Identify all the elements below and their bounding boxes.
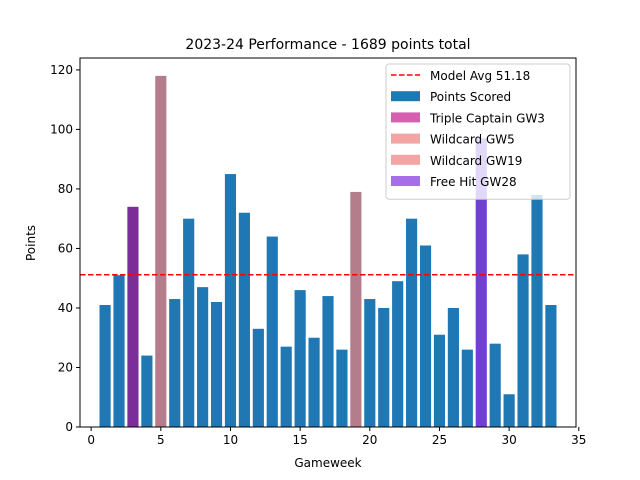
bar-gw24 bbox=[419, 245, 432, 427]
legend-label-5: Free Hit GW28 bbox=[430, 175, 517, 189]
bar-gw17 bbox=[322, 296, 334, 427]
highlight-bar-gw5 bbox=[155, 75, 167, 428]
bar-gw26 bbox=[447, 307, 459, 427]
legend-label-4: Wildcard GW19 bbox=[430, 154, 522, 168]
bar-gw27 bbox=[461, 349, 473, 427]
legend-label-2: Triple Captain GW3 bbox=[429, 111, 545, 125]
bar-gw13 bbox=[266, 236, 278, 427]
x-tick-label-20: 20 bbox=[362, 433, 377, 447]
bar-gw10 bbox=[224, 174, 237, 427]
bar-gw18 bbox=[336, 349, 348, 427]
y-tick-label-100: 100 bbox=[50, 122, 73, 136]
legend-box bbox=[385, 63, 571, 200]
bar-gw29 bbox=[489, 343, 501, 427]
axes-frame bbox=[79, 57, 577, 428]
y-tick-label-0: 0 bbox=[65, 420, 73, 434]
bar-gw7 bbox=[183, 218, 195, 427]
x-tick-label-15: 15 bbox=[292, 433, 307, 447]
legend-label-1: Points Scored bbox=[430, 90, 511, 104]
bar-gw16 bbox=[308, 337, 320, 427]
plot-area: 0 5 10 15 20 25 30 35 0 20 40 60 80 100 120 Model Avg 5… bbox=[50, 57, 586, 447]
x-tick-label-5: 5 bbox=[157, 433, 165, 447]
x-axis-label: Gameweek bbox=[294, 456, 361, 470]
y-axis-label: Points bbox=[24, 225, 38, 261]
y-tick-label-20: 20 bbox=[58, 360, 73, 374]
legend-swatch-2 bbox=[391, 112, 420, 123]
legend-swatch-1 bbox=[391, 91, 420, 102]
bar-gw6 bbox=[169, 299, 181, 427]
highlight-bar-gw3 bbox=[127, 206, 139, 427]
bar-gw32 bbox=[531, 194, 543, 427]
highlight-bar-gw28 bbox=[475, 138, 487, 427]
bar-gw4 bbox=[141, 355, 153, 427]
x-tick-label-30: 30 bbox=[501, 433, 516, 447]
y-tick-label-80: 80 bbox=[58, 182, 73, 196]
bar-gw9 bbox=[210, 302, 223, 427]
x-tick-label-35: 35 bbox=[571, 433, 586, 447]
bar-gw22 bbox=[392, 281, 404, 427]
y-tick-label-120: 120 bbox=[50, 63, 73, 77]
bar-gw14 bbox=[280, 346, 292, 427]
legend-swatch-4 bbox=[391, 154, 420, 165]
bar-gw1 bbox=[99, 304, 111, 427]
bar-gw25 bbox=[433, 334, 446, 427]
bar-gw2 bbox=[113, 275, 125, 427]
bar-gw31 bbox=[517, 254, 529, 427]
x-tick-label-10: 10 bbox=[223, 433, 238, 447]
bar-gw21 bbox=[378, 307, 390, 427]
bar-gw15 bbox=[294, 290, 306, 427]
x-tick-label-25: 25 bbox=[432, 433, 447, 447]
bar-gw11 bbox=[238, 212, 250, 427]
y-tick-label-60: 60 bbox=[58, 241, 73, 255]
legend-swatch-5 bbox=[391, 176, 420, 186]
highlight-bar-gw19 bbox=[350, 191, 362, 427]
bar-gw20 bbox=[364, 299, 376, 427]
legend-swatch-3 bbox=[391, 133, 420, 144]
bar-gw12 bbox=[252, 328, 264, 427]
x-tick-label-0: 0 bbox=[87, 433, 95, 447]
bar-gw23 bbox=[406, 218, 418, 427]
legend-label-3: Wildcard GW5 bbox=[430, 133, 515, 147]
chart-title: 2023-24 Performance - 1689 points total bbox=[185, 37, 470, 53]
bar-gw33 bbox=[545, 304, 557, 427]
y-tick-label-40: 40 bbox=[58, 301, 73, 315]
bar-gw8 bbox=[197, 287, 209, 427]
bar-gw30 bbox=[503, 394, 515, 427]
legend-label-0: Model Avg 51.18 bbox=[430, 69, 530, 83]
